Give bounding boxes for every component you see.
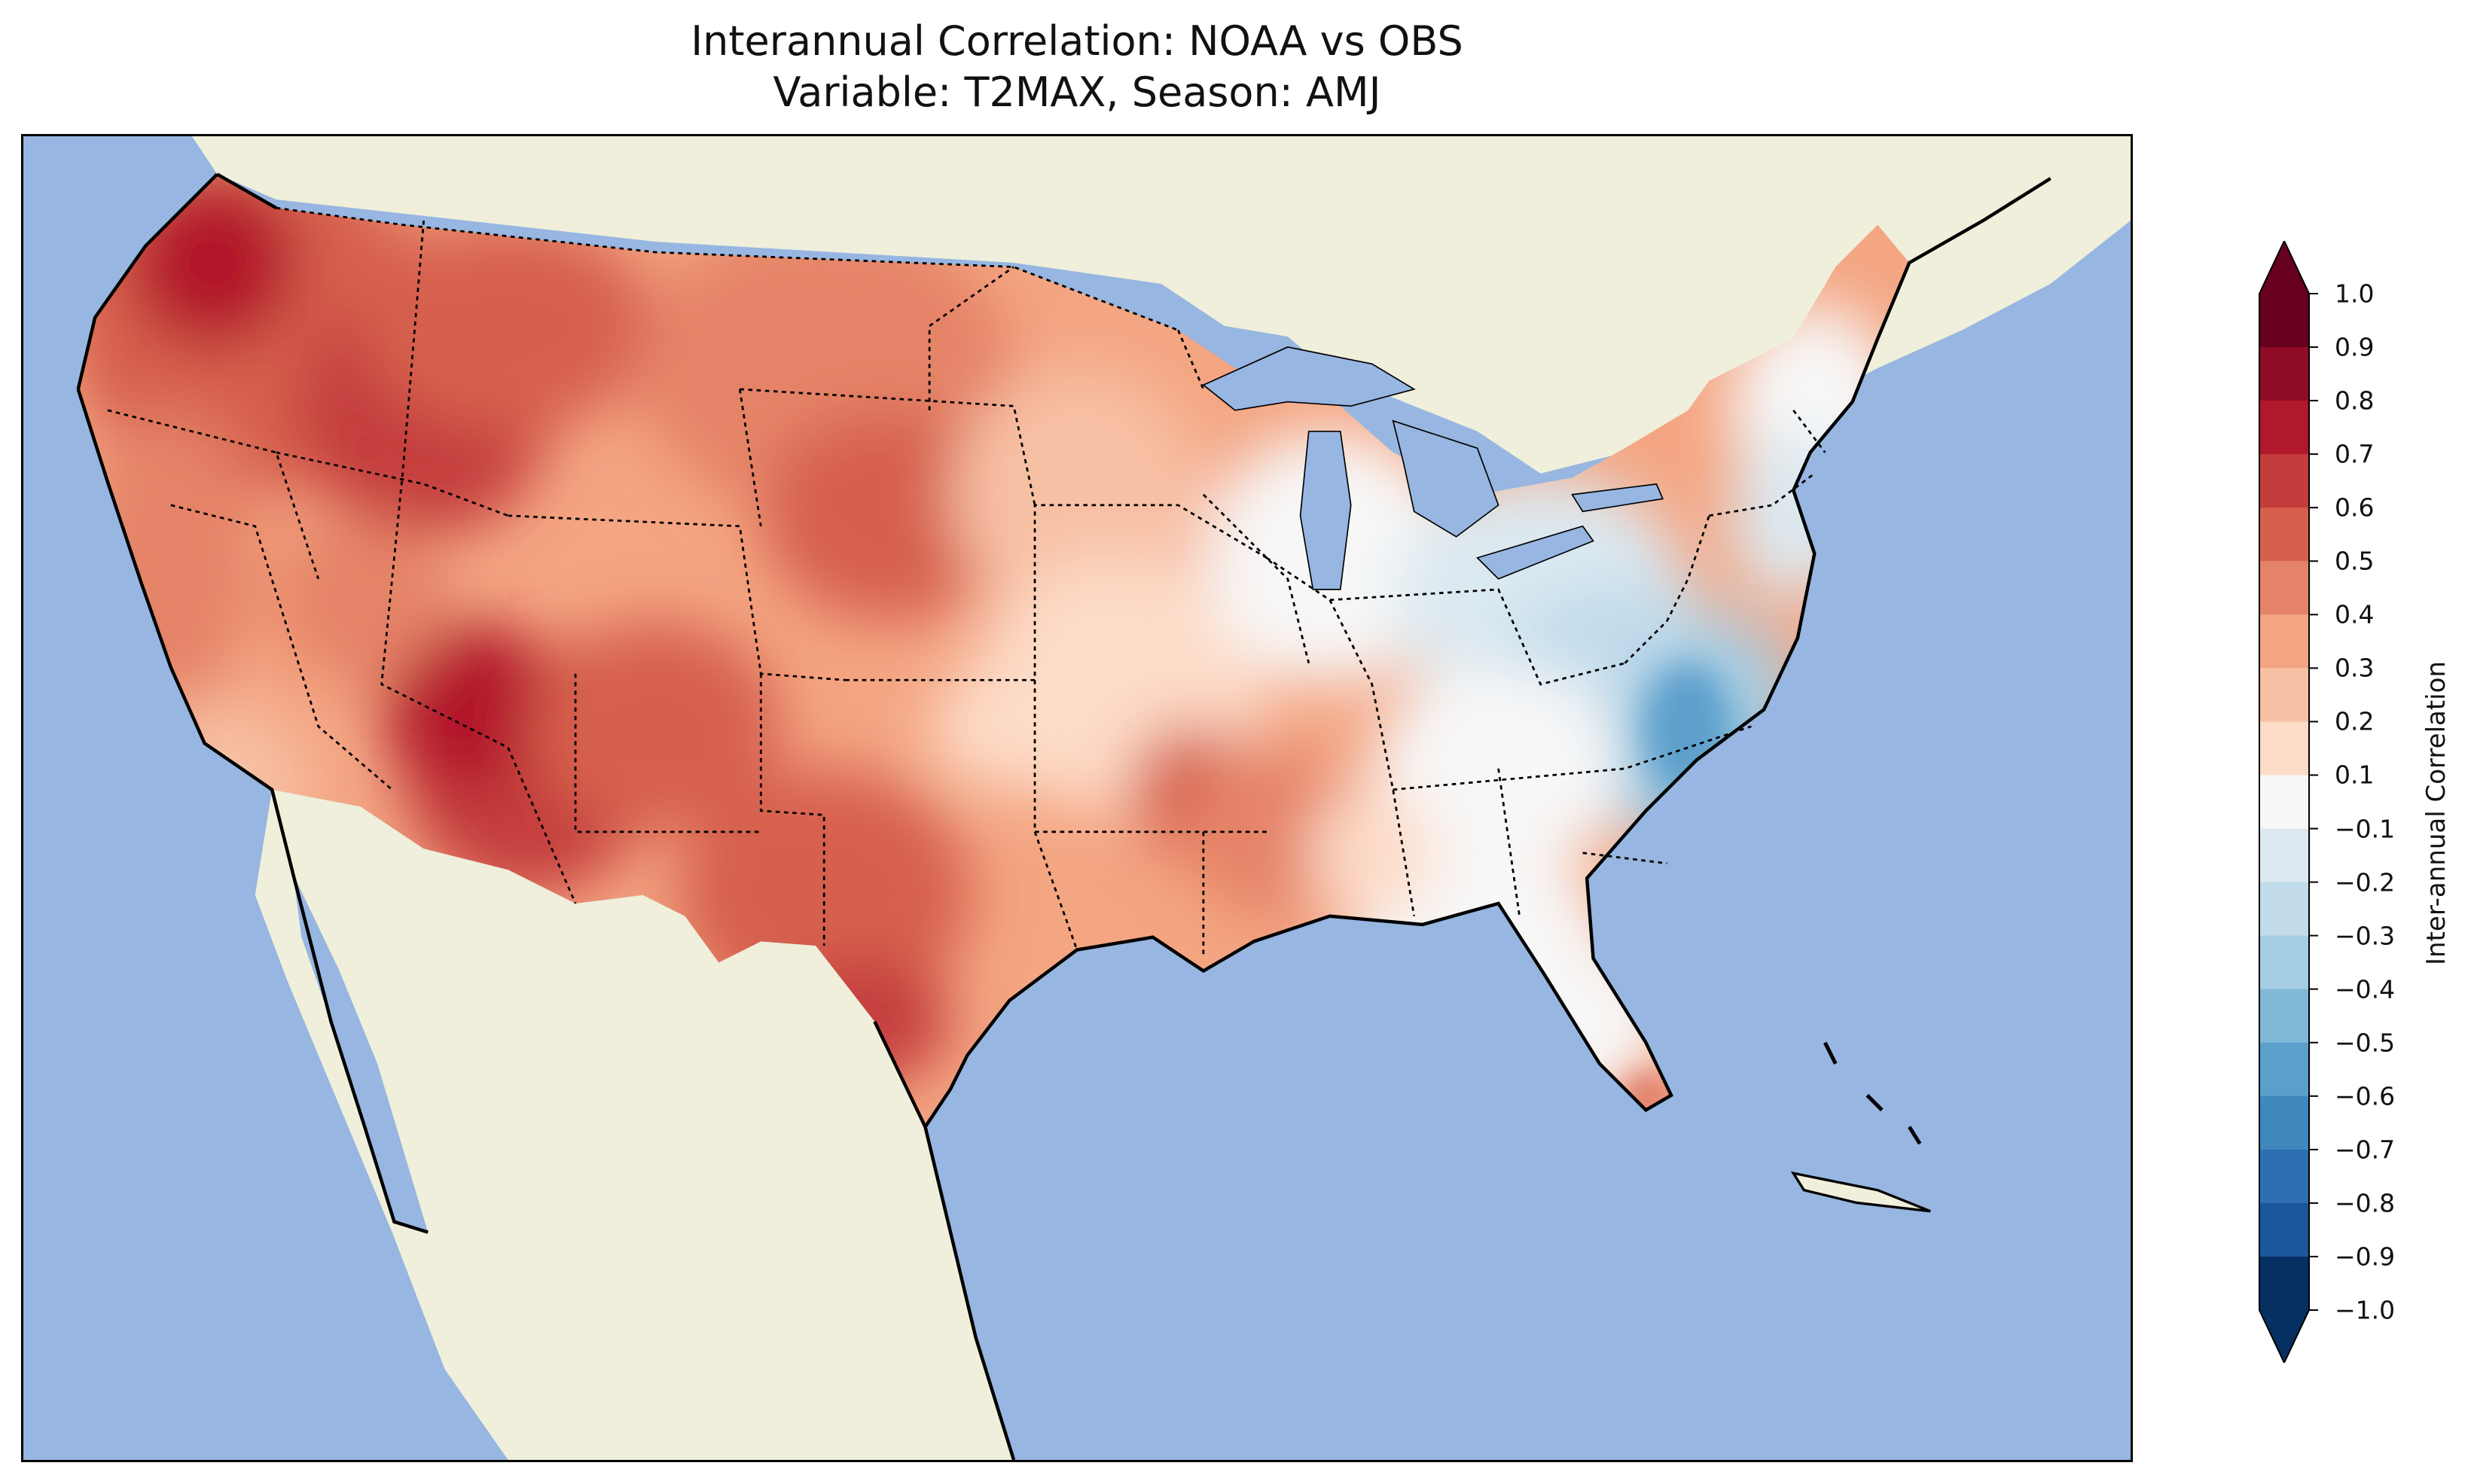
colorbar-band bbox=[2259, 721, 2309, 776]
bahamas-islands bbox=[1823, 1041, 1922, 1145]
colorbar-tick-label: 0.5 bbox=[2335, 546, 2375, 576]
colorbar-extend-min bbox=[2259, 1310, 2309, 1363]
colorbar-band bbox=[2259, 561, 2309, 615]
colorbar-tick-label: 0.8 bbox=[2335, 385, 2375, 416]
colorbar-band bbox=[2259, 1149, 2309, 1204]
colorbar-tick-label: 1.0 bbox=[2335, 279, 2375, 309]
colorbar-tick-label: 0.1 bbox=[2335, 760, 2375, 790]
colorbar-band bbox=[2259, 668, 2309, 722]
colorbar-band bbox=[2259, 1256, 2309, 1311]
colorbar-band bbox=[2259, 775, 2309, 830]
map-title-line-1: Interannual Correlation: NOAA vs OBS bbox=[691, 17, 1463, 65]
colorbar-tick-label: 0.2 bbox=[2335, 706, 2375, 736]
colorbar-tick-label: −0.6 bbox=[2335, 1081, 2396, 1111]
colorbar-band bbox=[2259, 614, 2309, 669]
colorbar-band bbox=[2259, 828, 2309, 883]
colorbar-tick-label: 0.9 bbox=[2335, 332, 2375, 362]
correlation-map bbox=[23, 136, 2131, 1460]
colorbar bbox=[2259, 241, 2318, 1363]
colorbar-tick-label: 0.4 bbox=[2335, 599, 2375, 629]
canada-land bbox=[191, 136, 2131, 474]
great-lakes bbox=[1202, 346, 1664, 590]
lake-ontario bbox=[1571, 483, 1664, 513]
lake-superior bbox=[1202, 346, 1416, 411]
colorbar-tick-label: −1.0 bbox=[2335, 1295, 2396, 1325]
map-title-line-2: Variable: T2MAX, Season: AMJ bbox=[773, 69, 1381, 116]
colorbar-band bbox=[2259, 882, 2309, 937]
colorbar-band bbox=[2259, 1095, 2309, 1150]
lake-erie bbox=[1476, 525, 1594, 580]
correlation-field bbox=[78, 174, 1899, 1106]
colorbar-band bbox=[2259, 347, 2309, 401]
colorbar-tick-label: −0.9 bbox=[2335, 1242, 2396, 1272]
colorbar-band bbox=[2259, 294, 2309, 348]
colorbar-tick-label: −0.8 bbox=[2335, 1188, 2396, 1218]
colorbar-band bbox=[2259, 401, 2309, 455]
mexico-land bbox=[255, 789, 1014, 1460]
cuba-island bbox=[1790, 1171, 1931, 1213]
colorbar-tick-label: 0.6 bbox=[2335, 492, 2375, 523]
gulf-of-california bbox=[293, 873, 429, 1233]
us-coastline bbox=[76, 172, 2051, 1460]
colorbar-tick-label: −0.1 bbox=[2335, 814, 2396, 844]
colorbar-band bbox=[2259, 507, 2309, 562]
colorbar-tick-label: −0.7 bbox=[2335, 1135, 2396, 1165]
colorbar-tick-label: 0.7 bbox=[2335, 439, 2375, 469]
colorbar-title: Inter-annual Correlation bbox=[2421, 661, 2451, 965]
colorbar-tick-label: −0.4 bbox=[2335, 974, 2396, 1004]
colorbar-band bbox=[2259, 1202, 2309, 1257]
map-panel[interactable] bbox=[21, 134, 2133, 1462]
colorbar-tick-label: −0.2 bbox=[2335, 867, 2396, 897]
colorbar-tick-label: −0.5 bbox=[2335, 1028, 2396, 1058]
state-borders bbox=[107, 206, 1826, 958]
colorbar-extend-max bbox=[2259, 241, 2309, 294]
colorbar-band bbox=[2259, 935, 2309, 990]
colorbar-band bbox=[2259, 454, 2309, 508]
colorbar-tick-label: 0.3 bbox=[2335, 653, 2375, 683]
lake-michigan bbox=[1299, 431, 1352, 590]
lake-huron bbox=[1392, 419, 1499, 538]
colorbar-band bbox=[2259, 989, 2309, 1044]
colorbar-tick-label: −0.3 bbox=[2335, 921, 2396, 951]
colorbar-band bbox=[2259, 1042, 2309, 1097]
